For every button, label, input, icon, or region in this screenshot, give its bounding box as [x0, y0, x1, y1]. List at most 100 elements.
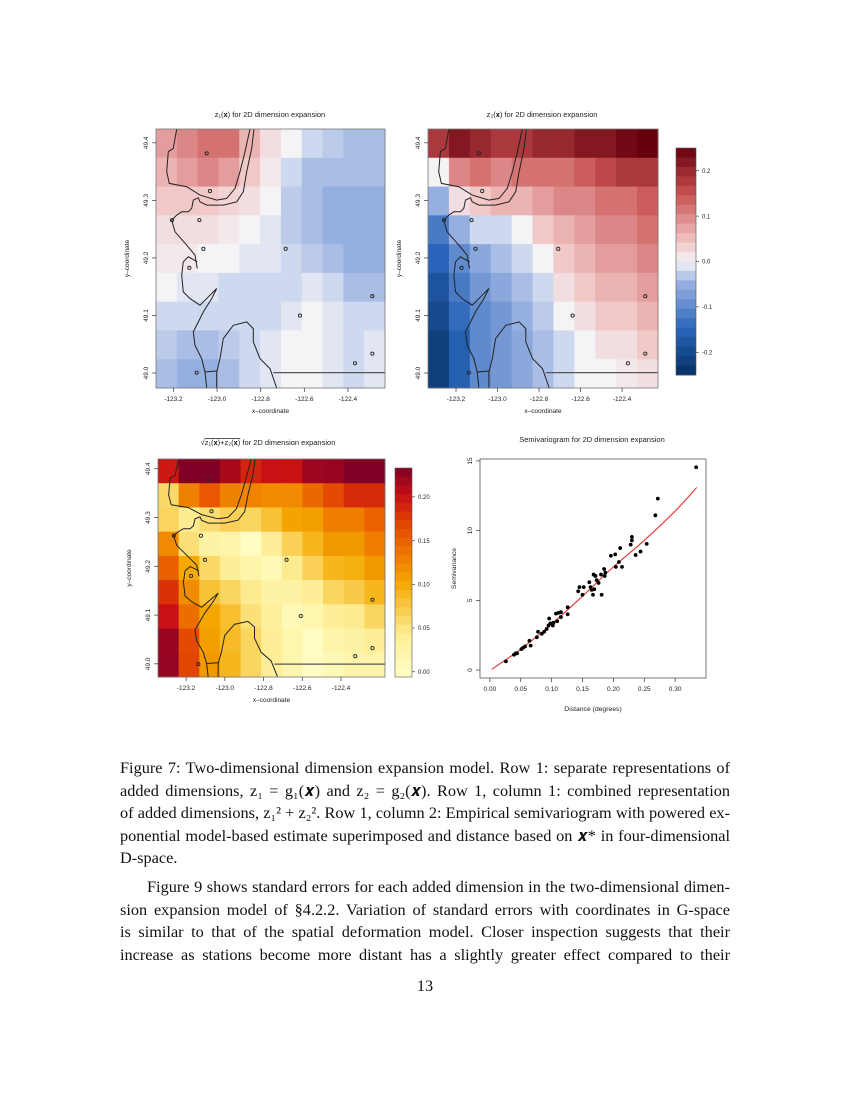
- colorbar-tick-label: 0.05: [418, 626, 430, 632]
- heatmap-cell: [302, 580, 324, 605]
- paragraph-line: increase as stations become more distant…: [120, 944, 730, 964]
- heatmap-cell: [281, 531, 303, 557]
- plot-frame: [155, 128, 386, 389]
- heatmap-cell: [343, 531, 365, 557]
- heatmap-cell: [343, 244, 365, 274]
- station-marker: [194, 370, 199, 375]
- colorbar-swatch: [395, 494, 412, 504]
- heatmap-cell: [239, 359, 261, 389]
- heatmap-cell: [199, 652, 221, 678]
- heatmap-cell: [574, 186, 596, 216]
- title-radicand: z₁(𝐱)+z₂(𝐱): [205, 438, 241, 447]
- figure-caption: Figure 7: Two-dimensional dimension expa…: [120, 757, 730, 870]
- heatmap-cell: [197, 186, 219, 216]
- heatmap-cell: [343, 628, 365, 654]
- panel-title: Semivariogram for 2D dimension expansion: [519, 435, 665, 444]
- data-point: [630, 535, 634, 539]
- heatmap-cell: [302, 555, 324, 581]
- coastline: [166, 129, 251, 201]
- heatmap-cell: [261, 652, 283, 678]
- colorbar-swatch: [395, 528, 412, 539]
- heatmap-cell: [178, 580, 200, 605]
- data-point: [547, 616, 552, 621]
- heatmap-cell: [343, 459, 365, 484]
- heatmap-cell: [364, 507, 386, 533]
- heatmap-cell: [364, 652, 386, 678]
- heatmap-cell: [280, 244, 303, 274]
- heatmap-cell: [532, 157, 554, 188]
- heatmap-cell: [261, 507, 283, 533]
- x-tick-label: -122.6: [293, 685, 312, 692]
- data-point: [527, 638, 532, 643]
- data-point: [539, 631, 544, 636]
- heatmap-cell: [511, 272, 534, 303]
- colorbar-swatch: [676, 157, 696, 168]
- heatmap-cell: [574, 129, 596, 159]
- heatmap-cell: [199, 555, 221, 581]
- panel-title: z₁(𝐱) for 2D dimension expansion: [215, 110, 325, 119]
- heatmap-cell: [178, 555, 200, 581]
- heatmap-cell: [595, 129, 617, 159]
- heatmap-cell: [218, 359, 240, 389]
- colorbar-swatch: [395, 650, 412, 660]
- heatmap-cell: [490, 215, 513, 245]
- station-marker: [370, 294, 375, 299]
- heatmap-cell: [448, 301, 471, 331]
- coastline: [438, 129, 523, 201]
- station-marker: [473, 246, 478, 251]
- colorbar-swatch: [395, 511, 412, 521]
- heatmap-cell: [197, 215, 219, 245]
- data-point: [593, 574, 598, 578]
- heatmap-cell: [637, 359, 659, 389]
- coastline: [217, 620, 279, 677]
- heatmap-cell: [199, 483, 221, 508]
- colorbar-swatch: [676, 280, 696, 291]
- colorbar-swatch: [395, 624, 412, 634]
- data-point: [548, 621, 553, 626]
- heatmap-cell: [176, 186, 199, 216]
- heatmap-cell: [302, 483, 324, 508]
- heatmap-cell: [364, 359, 386, 389]
- plot-frame: [479, 458, 707, 679]
- x-tick-label: 0.20: [607, 686, 620, 693]
- heatmap-cell: [158, 628, 180, 654]
- paragraph-line: Figure 9 shows standard errors for each …: [147, 877, 730, 896]
- heatmap-cell: [323, 507, 345, 533]
- heatmap-cell: [280, 330, 303, 360]
- heatmap-cell: [260, 129, 282, 159]
- heatmap-cell: [178, 507, 200, 533]
- x-tick-label: -123.2: [177, 685, 196, 692]
- heatmap-cell: [637, 157, 659, 188]
- colorbar-swatch: [395, 659, 412, 669]
- heatmap-cell: [219, 531, 242, 557]
- y-tick-label: 49.1: [415, 309, 422, 322]
- heatmap-cell: [240, 531, 262, 557]
- colorbar-swatch: [676, 289, 696, 300]
- heatmap-cell: [469, 272, 492, 303]
- x-tick-label: -122.4: [332, 685, 351, 692]
- heatmap-cell: [280, 301, 303, 331]
- heatmap-cell: [595, 301, 617, 331]
- data-point: [551, 620, 556, 625]
- station-marker: [284, 557, 289, 562]
- heatmap-cell: [239, 157, 261, 188]
- heatmap-cell: [553, 215, 575, 245]
- data-point: [609, 553, 613, 558]
- heatmap-cell: [343, 483, 365, 508]
- heatmap-cell: [490, 301, 513, 331]
- data-point: [577, 585, 582, 590]
- map-panel-3: -123.2 -123.0 -122.8 -122.6 -122.4 49.0 49.1 49…: [126, 438, 430, 704]
- heatmap-cell: [364, 186, 386, 216]
- coastline: [168, 459, 252, 520]
- colorbar-swatch: [676, 214, 696, 225]
- y-axis-label: y–coordinate: [124, 240, 131, 278]
- colorbar-swatch: [395, 572, 412, 582]
- heatmap-cell: [553, 157, 575, 188]
- heatmap-cell: [280, 359, 303, 389]
- data-point: [580, 592, 585, 597]
- colorbar-swatch: [676, 195, 696, 206]
- heatmap-cell: [302, 604, 324, 630]
- heatmap-cell: [574, 157, 596, 188]
- y-tick-label: 15: [467, 457, 474, 465]
- heatmap-cell: [199, 628, 221, 654]
